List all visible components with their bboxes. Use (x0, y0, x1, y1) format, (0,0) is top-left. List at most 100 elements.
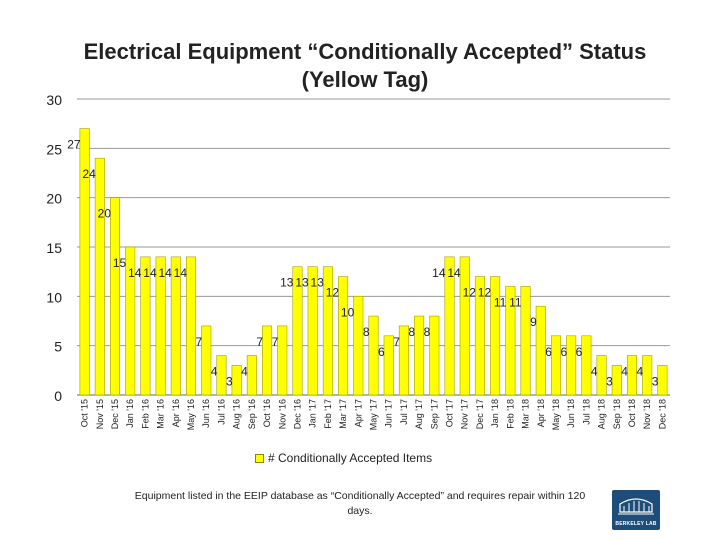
x-tick-label: Jan '17 (308, 399, 318, 428)
legend-label: # Conditionally Accepted Items (268, 451, 433, 465)
x-tick-label: Dec '15 (110, 399, 120, 429)
data-label: 6 (378, 345, 385, 359)
bar (231, 365, 242, 396)
y-tick-label: 25 (46, 141, 62, 157)
x-tick-label: Mar '18 (521, 399, 531, 429)
bar (414, 315, 425, 396)
data-label: 7 (393, 335, 400, 349)
data-label: 6 (545, 345, 552, 359)
x-tick-label: Jul '16 (216, 399, 226, 425)
data-label: 20 (98, 207, 112, 221)
bar (338, 276, 349, 396)
bar (292, 266, 303, 396)
data-label: 14 (158, 266, 172, 280)
x-tick-label: Oct '18 (627, 399, 637, 427)
bar (520, 286, 531, 396)
bar (566, 335, 577, 396)
data-label: 8 (424, 325, 431, 339)
data-label: 3 (652, 374, 659, 388)
bar (429, 315, 440, 396)
bar (140, 256, 151, 396)
x-tick-label: Oct '15 (80, 399, 90, 427)
x-tick-label: Apr '16 (171, 399, 181, 427)
data-label: 9 (530, 315, 537, 329)
y-tick-label: 0 (54, 388, 62, 404)
bar (353, 296, 364, 396)
bar (201, 325, 212, 396)
x-tick-label: Nov '17 (460, 399, 470, 429)
data-label: 6 (560, 345, 567, 359)
x-tick-label: Jun '18 (566, 399, 576, 428)
data-label: 3 (606, 374, 613, 388)
x-tick-label: Apr '17 (353, 399, 363, 427)
x-tick-label: Oct '17 (445, 399, 455, 427)
data-label: 11 (509, 295, 522, 309)
data-label: 4 (211, 365, 218, 379)
x-tick-label: Sep '16 (247, 399, 257, 429)
building-icon (618, 498, 654, 515)
x-axis-ticks: Oct '15 Nov '15 Dec '15 Jan '16 Feb '16 Mar '… (80, 399, 668, 430)
bar (109, 197, 121, 396)
bar (277, 325, 288, 396)
data-label: 14 (143, 266, 157, 280)
data-label: 11 (494, 295, 507, 309)
x-tick-label: Nov '18 (642, 399, 652, 429)
x-tick-label: Dec '18 (657, 399, 667, 429)
x-tick-label: Jun '16 (201, 399, 211, 428)
data-label: 12 (463, 286, 477, 300)
x-tick-label: Feb '17 (323, 399, 333, 429)
y-tick-label: 15 (46, 240, 62, 256)
bar (581, 335, 592, 396)
x-tick-label: Mar '16 (156, 399, 166, 429)
bar (155, 256, 166, 396)
chart-title: Electrical Equipment “Conditionally Acce… (40, 38, 690, 94)
x-tick-label: Jul '17 (399, 399, 409, 425)
bar (216, 355, 227, 396)
data-label: 7 (196, 335, 203, 349)
bars (79, 128, 668, 396)
berkeley-lab-logo: BERKELEY LAB (612, 490, 660, 530)
data-label: 13 (311, 276, 325, 290)
bar (246, 355, 257, 396)
bar (642, 355, 653, 396)
data-label: 12 (478, 286, 492, 300)
data-label: 8 (363, 325, 370, 339)
bar (322, 266, 333, 396)
x-tick-label: Jun '17 (384, 399, 394, 428)
x-tick-label: Dec '17 (475, 399, 485, 429)
bar (657, 365, 668, 396)
y-axis-ticks: 0 5 10 15 20 25 30 (46, 92, 62, 404)
x-tick-label: Jan '18 (490, 399, 500, 428)
x-tick-label: Mar '17 (338, 399, 348, 429)
bar (444, 256, 455, 396)
x-tick-label: Aug '16 (232, 399, 242, 429)
x-tick-label: Feb '18 (505, 399, 515, 429)
x-tick-label: Jan '16 (125, 399, 135, 428)
bar (611, 365, 622, 396)
data-label: 3 (226, 374, 233, 388)
data-label: 10 (341, 305, 355, 319)
bar (474, 276, 485, 396)
bar (125, 246, 136, 396)
bar (368, 315, 379, 396)
x-tick-label: Jul '18 (581, 399, 591, 425)
bar (262, 325, 273, 396)
data-label: 8 (408, 325, 415, 339)
bar (186, 256, 197, 396)
data-label: 4 (621, 365, 628, 379)
data-label: 15 (113, 256, 127, 270)
bar (307, 266, 318, 396)
x-tick-label: May '18 (551, 399, 561, 430)
legend-swatch (255, 453, 264, 463)
x-tick-label: May '16 (186, 399, 196, 430)
bar (398, 325, 409, 396)
y-tick-label: 5 (54, 339, 62, 355)
bar (79, 128, 90, 396)
data-label: 13 (295, 276, 309, 290)
data-label: 14 (174, 266, 188, 280)
data-label: 14 (447, 266, 461, 280)
x-tick-label: Nov '15 (95, 399, 105, 429)
x-tick-label: Aug '17 (414, 399, 424, 429)
bar (170, 256, 181, 396)
bar (550, 335, 561, 396)
